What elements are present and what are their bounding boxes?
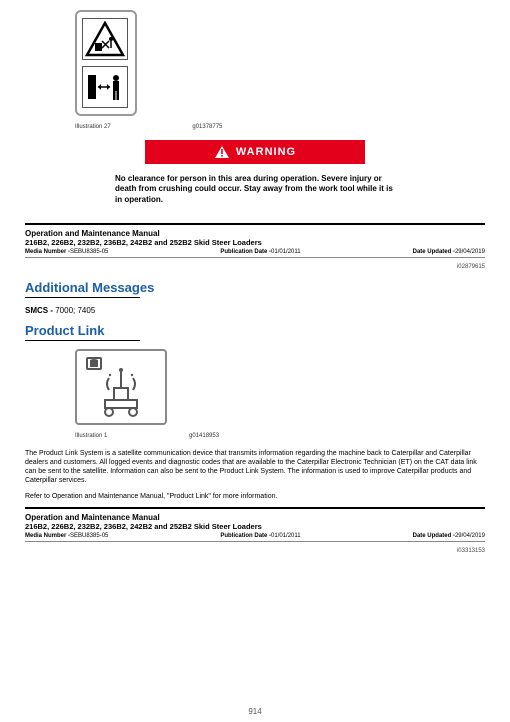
media-number: Media Number -SEBU8385-05 — [25, 249, 108, 255]
page-number: 914 — [0, 707, 510, 716]
crush-hazard-triangle-icon — [82, 18, 128, 60]
product-link-paragraph-2: Refer to Operation and Maintenance Manua… — [25, 492, 485, 501]
heading-additional-messages: Additional Messages — [25, 280, 485, 295]
manual-models: 216B2, 226B2, 232B2, 236B2, 242B2 and 25… — [25, 238, 485, 247]
illustration-label: Illustration 27 — [75, 124, 111, 130]
manual-models: 216B2, 226B2, 232B2, 236B2, 242B2 and 25… — [25, 522, 485, 531]
date-updated: Date Updated -29/04/2019 — [413, 249, 485, 255]
heading-underline — [25, 340, 140, 341]
smcs-label: SMCS - — [25, 306, 55, 315]
manual-meta-row: Media Number -SEBU8385-05 Publication Da… — [25, 533, 485, 539]
illustration-27-caption: Illustration 27 g01378775 — [75, 124, 485, 130]
illustration-label: Illustration 1 — [75, 433, 107, 439]
smcs-line: SMCS - 7000; 7405 — [25, 306, 485, 315]
heading-product-link: Product Link — [25, 323, 485, 338]
illustration-1-caption: Illustration 1 g01418953 — [75, 433, 485, 439]
product-link-antenna-icon — [81, 354, 161, 420]
safety-label-illustration — [75, 10, 137, 116]
smcs-value: 7000; 7405 — [55, 306, 95, 315]
warning-text: No clearance for person in this area dur… — [115, 174, 395, 205]
illustration-g-id: g01378775 — [192, 124, 222, 130]
doc-id: i02879615 — [25, 264, 485, 270]
illustration-g-id: g01418953 — [189, 433, 219, 439]
publication-date: Publication Date -01/01/2011 — [220, 249, 300, 255]
product-link-paragraph-1: The Product Link System is a satellite c… — [25, 449, 485, 485]
warning-label: WARNING — [236, 146, 296, 158]
manual-meta-row: Media Number -SEBU8385-05 Publication Da… — [25, 249, 485, 255]
publication-date: Publication Date -01/01/2011 — [220, 533, 300, 539]
divider — [25, 507, 485, 509]
date-updated: Date Updated -29/04/2019 — [413, 533, 485, 539]
heading-underline — [25, 297, 140, 298]
clearance-pictogram-icon — [82, 66, 128, 108]
product-link-label-illustration — [75, 349, 167, 425]
divider — [25, 223, 485, 225]
safety-label-inner — [82, 18, 130, 108]
divider-thin — [25, 541, 485, 542]
manual-title: Operation and Maintenance Manual — [25, 229, 485, 238]
warning-banner: WARNING — [145, 140, 365, 164]
doc-id: i03313153 — [25, 548, 485, 554]
manual-title: Operation and Maintenance Manual — [25, 513, 485, 522]
warning-triangle-icon — [214, 145, 230, 159]
divider-thin — [25, 257, 485, 258]
media-number: Media Number -SEBU8385-05 — [25, 533, 108, 539]
